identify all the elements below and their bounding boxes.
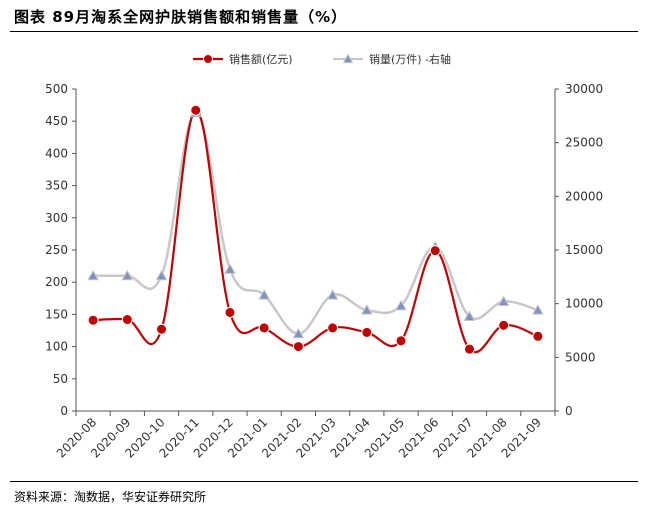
sales-point — [258, 322, 270, 334]
left-tick-label: 300 — [45, 211, 68, 225]
sales-point — [224, 306, 236, 318]
right-tick-label: 15000 — [565, 243, 603, 257]
right-tick-label: 30000 — [565, 82, 603, 96]
volume-point — [155, 269, 168, 281]
left-tick-label: 400 — [45, 146, 68, 160]
title-rule — [10, 31, 638, 32]
chart-legend: 销售额(亿元) 销量(万件) -右轴 — [193, 52, 451, 66]
sales-point — [532, 330, 544, 342]
source-note: 资料来源：淘数据，华安证券研究所 — [14, 490, 207, 504]
legend-label: 销量(万件) -右轴 — [369, 52, 451, 66]
left-tick-label: 100 — [45, 340, 68, 354]
sales-point — [190, 104, 202, 116]
volume-point — [87, 269, 99, 281]
right-tick-label: 0 — [565, 404, 573, 418]
sales-point — [463, 343, 475, 355]
line-chart: 0501001502002503003504004505000500010000… — [45, 52, 603, 461]
sales-point — [292, 341, 304, 353]
right-tick-label: 25000 — [565, 136, 603, 150]
volume-point — [292, 327, 305, 339]
legend-label: 销售额(亿元) — [229, 52, 293, 66]
sales-point — [327, 322, 339, 334]
chart-title: 图表 89月淘系全网护肤销售额和销售量（%） — [14, 8, 348, 26]
chart-axes: 0501001502002503003504004505000500010000… — [45, 82, 603, 461]
sales-point — [87, 314, 99, 326]
left-tick-label: 50 — [53, 372, 68, 386]
sales-point — [395, 335, 407, 347]
left-tick-label: 0 — [60, 404, 68, 418]
sales-point — [498, 319, 510, 331]
chart-markers — [87, 104, 544, 355]
volume-point — [497, 295, 510, 307]
legend-swatch-marker — [342, 53, 354, 64]
left-tick-label: 450 — [45, 114, 68, 128]
volume-point — [395, 299, 407, 311]
left-tick-label: 250 — [45, 243, 68, 257]
sales-point — [156, 323, 168, 335]
legend-swatch-marker — [203, 54, 213, 64]
volume-point — [326, 289, 339, 300]
sales-point — [361, 326, 373, 338]
left-tick-label: 500 — [45, 82, 68, 96]
right-tick-label: 5000 — [565, 350, 596, 364]
volume-point — [360, 304, 373, 315]
sales-point — [121, 314, 133, 326]
left-tick-label: 150 — [45, 307, 68, 321]
right-tick-label: 10000 — [565, 297, 603, 311]
source-rule — [10, 481, 638, 482]
volume-series-line — [93, 111, 539, 335]
left-tick-label: 350 — [45, 179, 68, 193]
volume-point — [258, 289, 271, 300]
volume-point — [532, 304, 544, 315]
sales-point — [429, 245, 441, 257]
volume-point — [463, 310, 476, 322]
volume-point — [224, 263, 236, 274]
left-tick-label: 200 — [45, 275, 68, 289]
right-tick-label: 20000 — [565, 189, 603, 203]
volume-point — [121, 269, 134, 281]
